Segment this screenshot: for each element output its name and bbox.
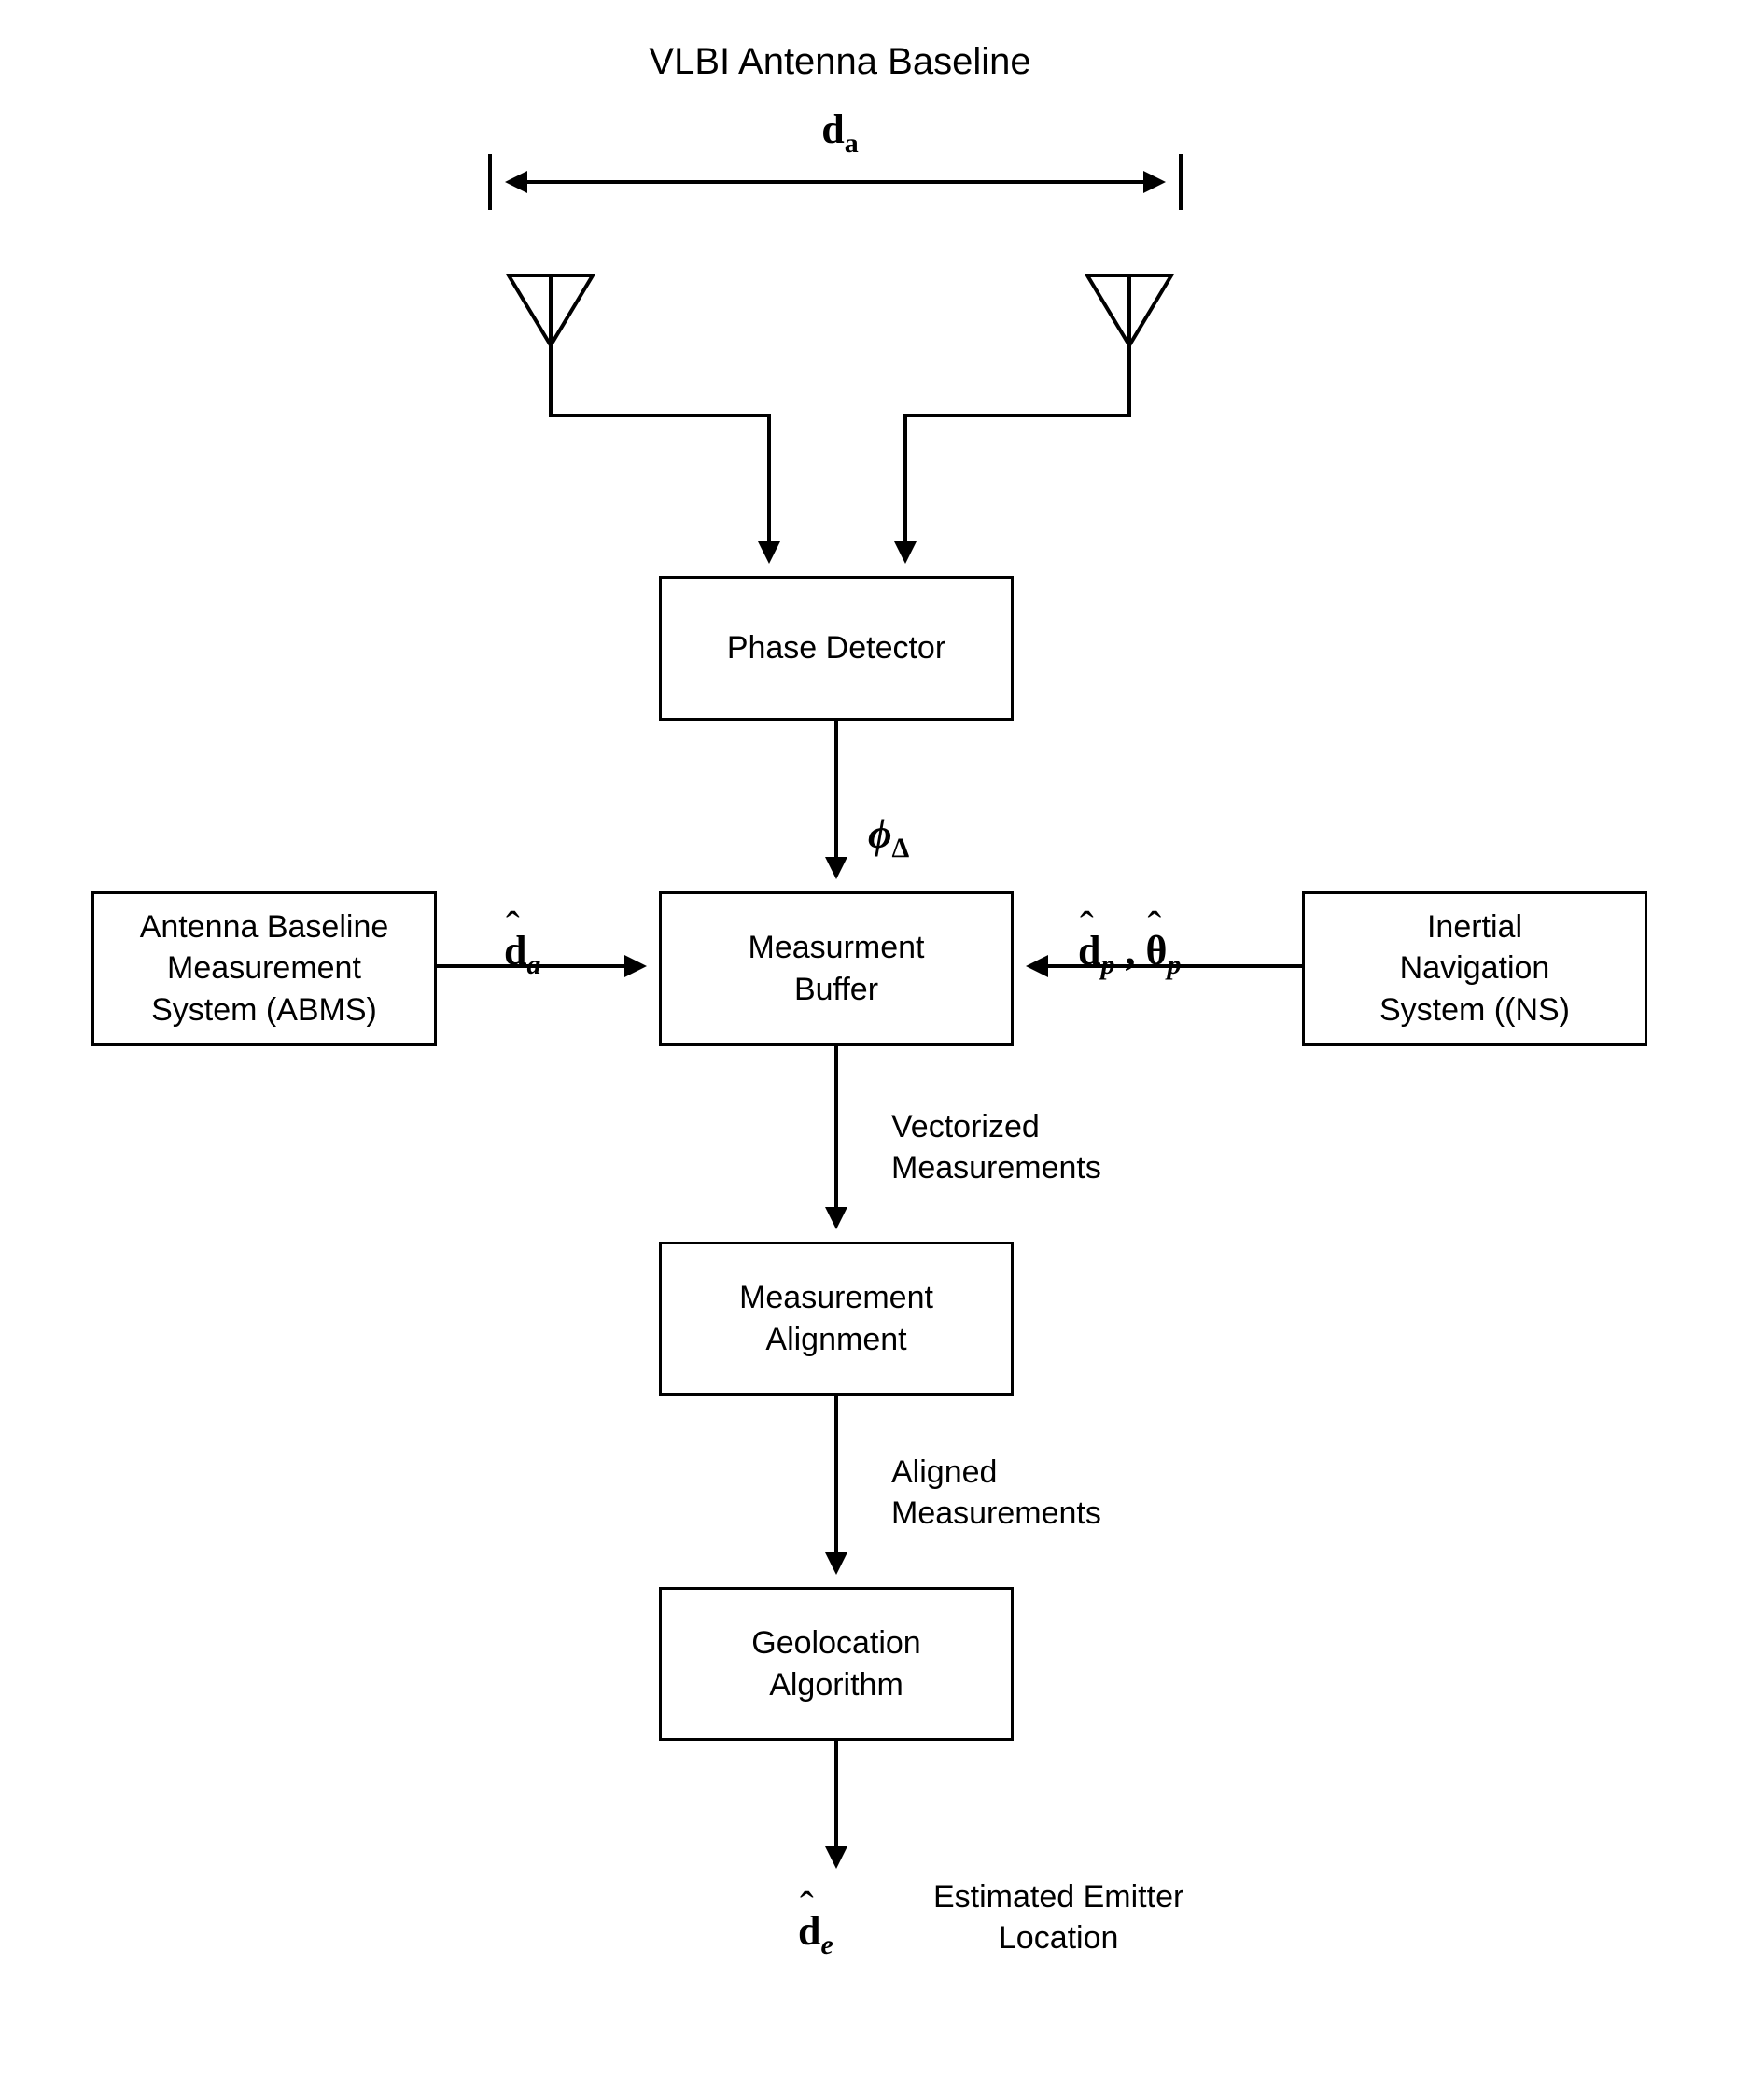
- ins-box: Inertial Navigation System ((NS): [1302, 891, 1647, 1046]
- phase-detector-label: Phase Detector: [727, 627, 945, 668]
- vectorized-measurements-label: Vectorized Measurements: [891, 1106, 1101, 1188]
- baseline-symbol: da: [765, 103, 915, 161]
- measurement-buffer-box: Measurment Buffer: [659, 891, 1014, 1046]
- phi-delta-label: ϕΔ: [868, 807, 909, 866]
- antenna-left-icon: [509, 275, 593, 345]
- d-hat-p-theta-p-label: ˆdp , ˆθp: [1078, 924, 1181, 983]
- abms-box: Antenna Baseline Measurement System (ABM…: [91, 891, 437, 1046]
- aligned-measurements-label: Aligned Measurements: [891, 1452, 1101, 1534]
- geolocation-algorithm-box: Geolocation Algorithm: [659, 1587, 1014, 1741]
- measurement-buffer-label: Measurment Buffer: [749, 927, 925, 1009]
- ins-label: Inertial Navigation System ((NS): [1379, 906, 1570, 1031]
- d-hat-a-label: ˆda: [504, 924, 540, 983]
- phase-detector-box: Phase Detector: [659, 576, 1014, 721]
- abms-label: Antenna Baseline Measurement System (ABM…: [140, 906, 389, 1031]
- diagram-title: VLBI Antenna Baseline: [467, 37, 1213, 86]
- measurement-alignment-label: Measurement Alignment: [739, 1277, 933, 1359]
- geolocation-algorithm-label: Geolocation Algorithm: [751, 1622, 920, 1705]
- antenna-right-icon: [1087, 275, 1171, 345]
- measurement-alignment-box: Measurement Alignment: [659, 1242, 1014, 1396]
- d-hat-e-label: ˆde: [798, 1904, 833, 1963]
- estimated-emitter-label: Estimated Emitter Location: [933, 1876, 1183, 1958]
